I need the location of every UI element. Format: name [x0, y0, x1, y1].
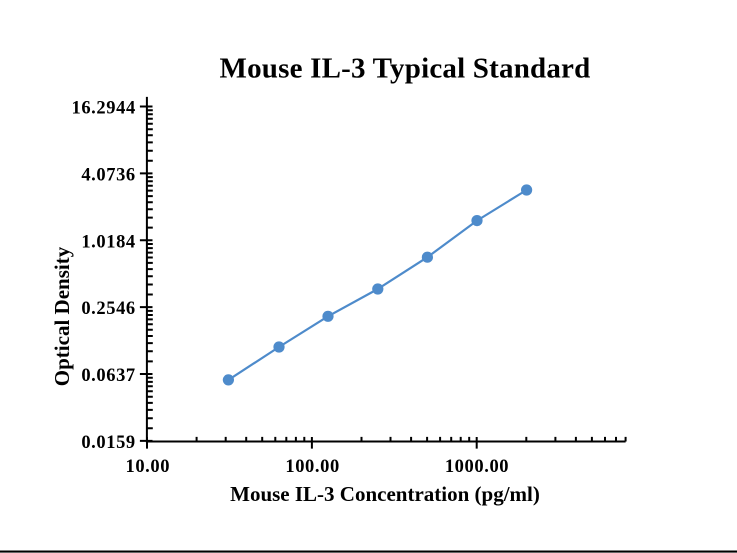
svg-text:1000.00: 1000.00	[445, 457, 509, 477]
svg-text:0.0159: 0.0159	[81, 433, 135, 453]
svg-text:100.00: 100.00	[285, 457, 339, 477]
svg-text:Mouse IL-3 Typical Standard: Mouse IL-3 Typical Standard	[220, 53, 591, 85]
svg-text:16.2944: 16.2944	[71, 99, 135, 119]
svg-text:4.0736: 4.0736	[81, 165, 135, 185]
svg-text:1.0184: 1.0184	[81, 232, 135, 252]
svg-text:10.00: 10.00	[125, 457, 170, 477]
svg-text:Mouse IL-3 Concentration (pg/m: Mouse IL-3 Concentration (pg/ml)	[230, 482, 540, 506]
svg-text:0.2546: 0.2546	[81, 299, 135, 319]
svg-text:0.0637: 0.0637	[81, 366, 135, 386]
svg-text:Optical Density: Optical Density	[50, 246, 74, 386]
